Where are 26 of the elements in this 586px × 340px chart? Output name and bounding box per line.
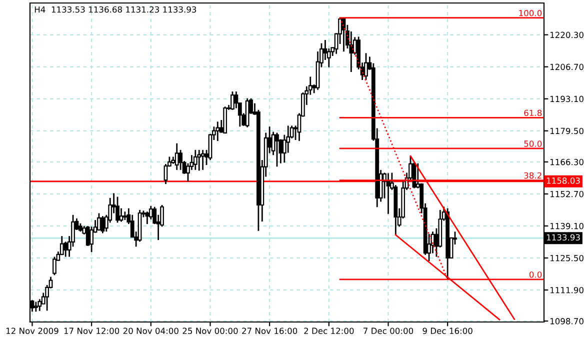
y-tick-label: 1125.50 (550, 254, 584, 262)
ref-line-label: 1133.93 (546, 234, 580, 241)
series-label: 0.0 (529, 271, 542, 278)
x-tick-label: 17 Nov 12:00 (64, 328, 120, 334)
x-tick-label: 25 Nov 00:00 (182, 328, 238, 334)
y-tick-label: 1206.70 (550, 64, 584, 70)
x-tick-label: 7 Dec 00:00 (364, 328, 414, 334)
y-tick-label: 1098.70 (550, 318, 584, 324)
series-label: 50.0 (524, 140, 542, 147)
x-tick-label: 9 Dec 16:00 (422, 328, 472, 334)
x-tick-label: 2 Dec 12:00 (304, 328, 354, 334)
x-tick-label: 27 Nov 16:00 (242, 328, 298, 334)
y-tick-label: 1220.30 (550, 32, 584, 38)
y-tick-label: 1111.90 (550, 286, 584, 294)
series-label: 61.8 (524, 110, 542, 116)
x-tick-label: 20 Nov 04:00 (123, 328, 178, 334)
ref-line-label: 1158.03 (546, 177, 580, 184)
y-tick-label: 1166.30 (550, 158, 584, 166)
chart-title: H4 1133.53 1136.68 1131.23 1133.93 (34, 6, 196, 13)
y-tick-label: 1193.10 (550, 96, 584, 102)
y-tick-label: 1152.70 (550, 190, 584, 198)
x-tick-label: 12 Nov 2009 (6, 328, 58, 334)
series-label: 38.2 (524, 172, 542, 179)
y-tick-label: 1139.10 (550, 222, 584, 230)
series-label: 100.0 (519, 10, 542, 16)
y-tick-label: 1179.50 (550, 128, 584, 134)
